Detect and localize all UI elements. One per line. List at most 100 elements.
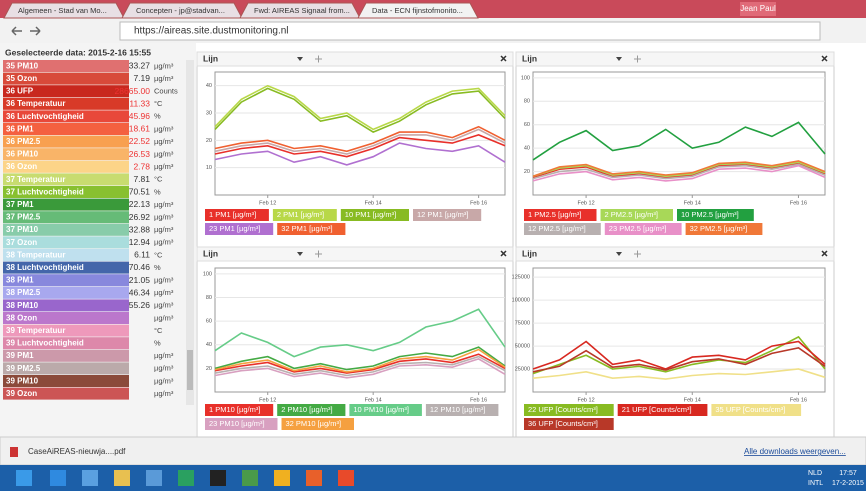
legend-button[interactable]	[677, 209, 754, 221]
row-swatch[interactable]	[3, 349, 129, 362]
add-icon[interactable]	[315, 55, 322, 63]
scroll-thumb[interactable]	[187, 350, 193, 390]
legend-button[interactable]	[340, 209, 409, 221]
legend-button[interactable]	[205, 209, 269, 221]
row-swatch[interactable]	[3, 324, 129, 337]
chart-type[interactable]: Lijn	[203, 53, 218, 63]
series-line	[214, 134, 506, 158]
legend-button[interactable]	[349, 404, 422, 416]
legend-button[interactable]	[205, 418, 278, 430]
nav-buttons[interactable]	[11, 26, 41, 36]
row-swatch[interactable]	[3, 337, 129, 350]
chart-type[interactable]: Lijn	[522, 53, 537, 63]
legend-button[interactable]	[600, 209, 674, 221]
panel-header	[196, 246, 514, 262]
row-swatch[interactable]	[3, 173, 129, 186]
close-icon[interactable]	[821, 250, 828, 257]
dropdown-arrow[interactable]	[297, 252, 303, 256]
y-tick-label: 30	[206, 110, 212, 116]
legend-button[interactable]	[413, 209, 482, 221]
chart-type[interactable]: Lijn	[203, 248, 218, 258]
address-bar[interactable]	[119, 21, 821, 41]
download-file[interactable]: CaseAiREAS-nieuwja....pdf	[28, 447, 126, 456]
dropdown-arrow[interactable]	[616, 252, 622, 256]
legend-button[interactable]	[205, 404, 274, 416]
row-swatch[interactable]	[3, 198, 129, 211]
layout[interactable]: INTL	[808, 480, 823, 487]
row-swatch[interactable]	[3, 312, 129, 324]
close-icon[interactable]	[500, 55, 507, 62]
close-icon[interactable]	[821, 55, 828, 62]
all-downloads[interactable]: Alle downloads weergeven...	[744, 447, 846, 456]
row-swatch[interactable]	[3, 135, 129, 148]
panel-header	[515, 246, 835, 262]
row-unit: µg/m³	[154, 124, 174, 133]
row-swatch[interactable]	[3, 123, 129, 135]
row-swatch[interactable]	[3, 274, 129, 287]
row-swatch[interactable]	[3, 160, 129, 173]
row-swatch[interactable]	[3, 375, 129, 387]
legend-button[interactable]	[281, 418, 355, 430]
legend-button[interactable]	[524, 404, 614, 416]
row-unit: °C	[154, 250, 163, 259]
row-swatch[interactable]	[3, 60, 129, 72]
y-tick-label: 10	[206, 165, 212, 171]
legend-label: 2 PM2.5 [µg/m³]	[605, 210, 659, 219]
row-swatch[interactable]	[3, 211, 129, 224]
legend-button[interactable]	[524, 223, 601, 235]
row-unit: °C	[154, 99, 163, 108]
row-swatch[interactable]	[3, 299, 129, 312]
tab[interactable]	[121, 2, 243, 19]
url: https://aireas.site.dustmonitoring.nl	[134, 26, 289, 37]
legend-button[interactable]	[617, 404, 708, 416]
add-icon[interactable]	[315, 250, 322, 258]
legend-button[interactable]	[711, 404, 802, 416]
row-swatch[interactable]	[3, 236, 129, 249]
legend-label: 36 UFP [Counts/cm³]	[528, 419, 598, 428]
row-value: 70.51	[129, 187, 151, 197]
row-swatch[interactable]	[3, 286, 129, 299]
row-swatch[interactable]	[3, 249, 129, 261]
tab[interactable]	[3, 2, 125, 19]
x-tick-label: Feb 12	[578, 397, 595, 403]
tab[interactable]	[357, 2, 479, 19]
dropdown-arrow[interactable]	[616, 57, 622, 61]
row-swatch[interactable]	[3, 97, 129, 110]
legend-button[interactable]	[277, 223, 346, 235]
row-swatch[interactable]	[3, 223, 129, 236]
legend-button[interactable]	[277, 404, 346, 416]
dropdown-arrow[interactable]	[297, 57, 303, 61]
close-icon[interactable]	[500, 250, 507, 257]
legend-button[interactable]	[205, 223, 274, 235]
row-swatch[interactable]	[3, 72, 129, 85]
row-swatch[interactable]	[3, 387, 129, 400]
lang[interactable]: NLD	[808, 470, 822, 477]
legend-button[interactable]	[685, 223, 763, 235]
chart-type[interactable]: Lijn	[522, 248, 537, 258]
y-tick-label: 80	[524, 99, 530, 105]
legend-button[interactable]	[272, 209, 337, 221]
user-badge[interactable]	[740, 2, 776, 16]
row-label: 38 PM1	[6, 276, 34, 285]
legend-button[interactable]	[524, 418, 614, 430]
y-tick-label: 100000	[512, 298, 530, 304]
row-swatch[interactable]	[3, 362, 129, 375]
row-swatch[interactable]	[3, 148, 129, 161]
taskbar-icons[interactable]	[16, 470, 354, 486]
y-tick-label: 50000	[515, 344, 530, 350]
row-swatch[interactable]	[3, 85, 129, 98]
row-value: 46.34	[129, 287, 151, 297]
tab[interactable]	[239, 2, 361, 19]
scrollbar[interactable]	[186, 60, 194, 405]
add-icon[interactable]	[634, 250, 641, 258]
add-icon[interactable]	[634, 55, 641, 63]
x-tick-label: Feb 14	[684, 200, 701, 206]
row-swatch[interactable]	[3, 110, 129, 123]
legend-button[interactable]	[425, 404, 499, 416]
legend-button[interactable]	[524, 209, 597, 221]
row-swatch[interactable]	[3, 186, 129, 198]
y-tick-label: 125000	[512, 275, 530, 281]
legend-button[interactable]	[604, 223, 682, 235]
row-swatch[interactable]	[3, 261, 129, 274]
